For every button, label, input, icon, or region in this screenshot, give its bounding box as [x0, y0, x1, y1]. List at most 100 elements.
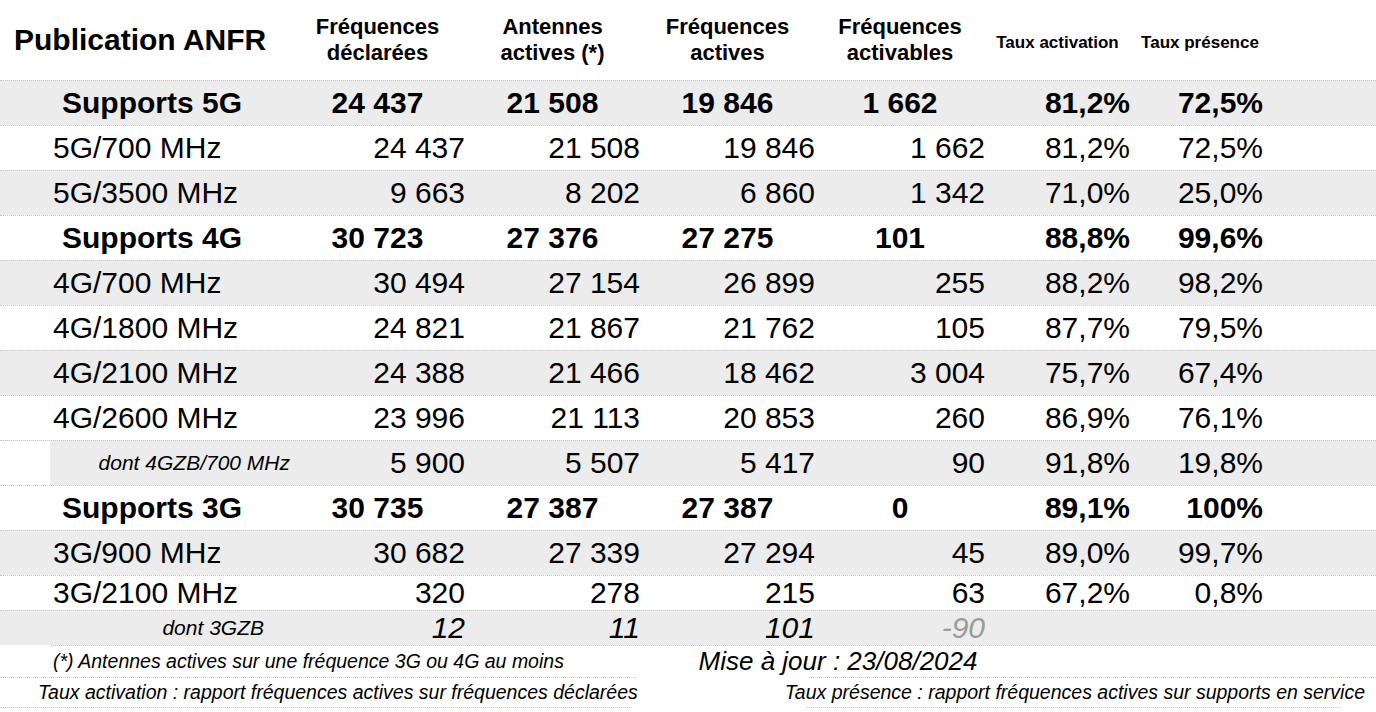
table-row: dont 3GZB1211101-90: [0, 610, 1376, 645]
table-cell: 27 387: [465, 486, 640, 530]
table-row: Supports 3G30 73527 38727 387089,1%100%: [0, 485, 1376, 530]
row-label: Supports 4G: [0, 216, 290, 260]
update-date: Mise à jour : 23/08/2024: [640, 646, 1036, 677]
table-cell: 101: [815, 216, 985, 260]
table-row: Supports 5G24 43721 50819 8461 66281,2%7…: [0, 80, 1376, 125]
table-cell: 6 860: [640, 171, 815, 215]
table-cell: 91,8%: [985, 441, 1130, 485]
table-cell: -90: [815, 611, 985, 645]
row-label: Supports 5G: [0, 81, 290, 125]
table-cell: 1 662: [815, 81, 985, 125]
table-cell: 5 507: [465, 441, 640, 485]
table-cell: 81,2%: [985, 81, 1130, 125]
table-cell: 87,7%: [985, 306, 1130, 350]
row-label: dont 3GZB: [0, 611, 290, 645]
table-cell: 90: [815, 441, 985, 485]
table-cell: 99,7%: [1130, 531, 1270, 575]
table-row: 3G/900 MHz30 68227 33927 2944589,0%99,7%: [0, 530, 1376, 575]
table-cell: 98,2%: [1130, 261, 1270, 305]
table-row: 4G/2100 MHz24 38821 46618 4623 00475,7%6…: [0, 350, 1376, 395]
table-cell: 81,2%: [985, 126, 1130, 170]
border-gap-2: [637, 677, 808, 678]
row-label: 3G/2100 MHz: [0, 576, 290, 610]
table-cell: 89,0%: [985, 531, 1130, 575]
col-header-frequences-declarees: Fréquences déclarées: [290, 0, 465, 80]
footnote-row-2: Taux activation : rapport fréquences act…: [0, 677, 1376, 708]
border-gap-1: [0, 645, 50, 646]
table-cell: 27 154: [465, 261, 640, 305]
table-cell: 18 462: [640, 351, 815, 395]
table-cell: 9 663: [290, 171, 465, 215]
table-cell: 12: [290, 611, 465, 645]
table-cell: 24 437: [290, 126, 465, 170]
row-label: 3G/900 MHz: [0, 531, 290, 575]
row-filler: [1270, 351, 1376, 395]
table-cell: 23 996: [290, 396, 465, 440]
table-cell: 24 821: [290, 306, 465, 350]
row-label: 5G/700 MHz: [0, 126, 290, 170]
table-cell: 27 387: [640, 486, 815, 530]
table-cell: 21 762: [640, 306, 815, 350]
header-filler: [1270, 0, 1376, 80]
table-cell: 11: [465, 611, 640, 645]
row-filler: [1270, 441, 1376, 485]
table-cell: 255: [815, 261, 985, 305]
table-cell: 21 867: [465, 306, 640, 350]
table-cell: 76,1%: [1130, 396, 1270, 440]
table-cell: 99,6%: [1130, 216, 1270, 260]
table-cell: 8 202: [465, 171, 640, 215]
table-cell: 30 494: [290, 261, 465, 305]
table-cell: 75,7%: [985, 351, 1130, 395]
table-cell: 105: [815, 306, 985, 350]
table-cell: 215: [640, 576, 815, 610]
table-cell: 24 388: [290, 351, 465, 395]
table-cell: 25,0%: [1130, 171, 1270, 215]
table-cell: 71,0%: [985, 171, 1130, 215]
table-cell: 21 113: [465, 396, 640, 440]
table-cell: 24 437: [290, 81, 465, 125]
header-row: Publication ANFR Fréquences déclarées An…: [0, 0, 1376, 80]
table-cell: 30 682: [290, 531, 465, 575]
row-filler: [1270, 81, 1376, 125]
row-filler: [1270, 171, 1376, 215]
row-label: 4G/1800 MHz: [0, 306, 290, 350]
row-label: dont 4GZB/700 MHz: [0, 441, 290, 485]
table-cell: 67,4%: [1130, 351, 1270, 395]
table-cell: 27 294: [640, 531, 815, 575]
table-cell: 72,5%: [1130, 81, 1270, 125]
table-cell: 19 846: [640, 126, 815, 170]
footnote-taux-activation: Taux activation : rapport fréquences act…: [0, 678, 640, 707]
table-cell: 1 342: [815, 171, 985, 215]
table-cell: 3 004: [815, 351, 985, 395]
table-cell: 19 846: [640, 81, 815, 125]
table-cell: 63: [815, 576, 985, 610]
row-filler: [1270, 396, 1376, 440]
row-filler: [1270, 216, 1376, 260]
page-title: Publication ANFR: [0, 0, 290, 80]
row-label: 4G/2100 MHz: [0, 351, 290, 395]
table-row: 3G/2100 MHz3202782156367,2%0,8%: [0, 575, 1376, 610]
table-cell: 72,5%: [1130, 126, 1270, 170]
table-cell: 0,8%: [1130, 576, 1270, 610]
border-gap-3: [633, 707, 807, 708]
col-header-frequences-activables: Fréquences activables: [815, 0, 985, 80]
row-filler: [1270, 531, 1376, 575]
table-cell: 101: [640, 611, 815, 645]
table-cell: 320: [290, 576, 465, 610]
table-cell: 88,2%: [985, 261, 1130, 305]
table-cell: 100%: [1130, 486, 1270, 530]
col-header-taux-activation: Taux activation: [985, 0, 1130, 80]
table-cell: 86,9%: [985, 396, 1130, 440]
table-row: 5G/3500 MHz9 6638 2026 8601 34271,0%25,0…: [0, 170, 1376, 215]
row-filler: [1270, 306, 1376, 350]
table-cell: 27 339: [465, 531, 640, 575]
footnote-antennes: (*) Antennes actives sur une fréquence 3…: [0, 646, 640, 677]
table-cell: 260: [815, 396, 985, 440]
table-cell: 89,1%: [985, 486, 1130, 530]
row-label: Supports 3G: [0, 486, 290, 530]
table-cell: [985, 611, 1130, 645]
table-cell: 30 723: [290, 216, 465, 260]
row-filler: [1270, 576, 1376, 610]
row-label: 5G/3500 MHz: [0, 171, 290, 215]
footnote-row-1: (*) Antennes actives sur une fréquence 3…: [0, 645, 1376, 677]
